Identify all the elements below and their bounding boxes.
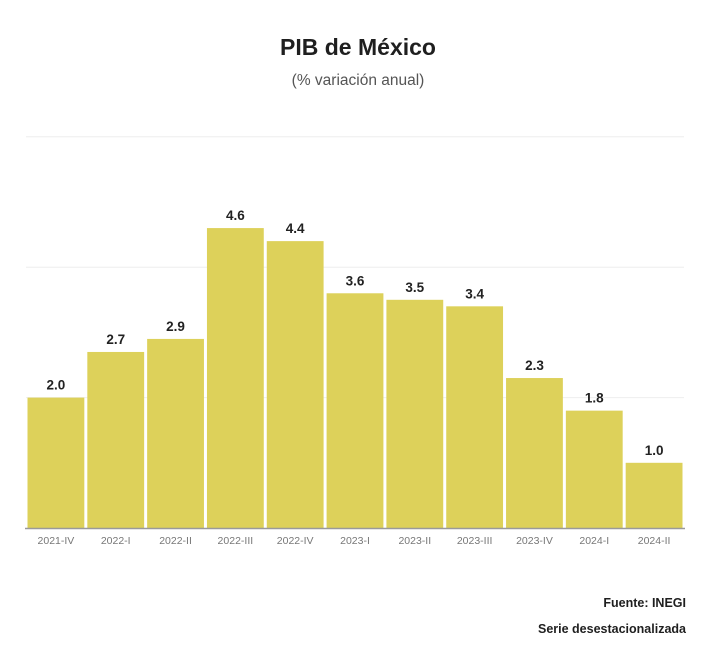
data-label: 2.7	[106, 332, 125, 347]
bar	[266, 241, 324, 528]
data-label: 2.0	[47, 378, 66, 393]
data-label: 3.6	[346, 273, 365, 288]
source-note: Fuente: INEGI	[603, 596, 686, 610]
x-tick-label: 2022-IV	[277, 535, 314, 547]
x-tick-label: 2023-III	[457, 535, 493, 547]
x-tick-label: 2022-III	[218, 535, 254, 547]
bar	[386, 299, 444, 528]
x-tick-label: 2022-I	[101, 535, 131, 547]
x-tick-label: 2022-II	[159, 535, 192, 547]
bar	[87, 351, 145, 528]
bar	[206, 228, 264, 528]
data-label: 4.4	[286, 221, 305, 236]
x-tick-label: 2024-II	[638, 535, 671, 547]
x-tick-label: 2021-IV	[38, 535, 75, 547]
data-label: 2.9	[166, 319, 185, 334]
data-label: 3.4	[465, 286, 484, 301]
data-label: 1.0	[645, 443, 664, 458]
data-label: 4.6	[226, 208, 245, 223]
x-tick-label: 2023-II	[398, 535, 431, 547]
bar	[147, 338, 204, 528]
series-note: Serie desestacionalizada	[538, 622, 686, 636]
bar	[506, 378, 563, 528]
data-label: 2.3	[525, 358, 544, 373]
bar	[625, 462, 683, 528]
data-label: 1.8	[585, 391, 604, 406]
bar	[326, 293, 384, 528]
chart-title: PIB de México	[280, 34, 436, 60]
data-label: 3.5	[405, 280, 424, 295]
x-tick-label: 2023-IV	[516, 535, 553, 547]
x-tick-label: 2024-I	[579, 535, 609, 547]
chart-subtitle: (% variación anual)	[291, 72, 425, 89]
bar	[446, 306, 504, 528]
bar	[27, 397, 85, 528]
bar	[565, 410, 623, 528]
x-tick-label: 2023-I	[340, 535, 370, 547]
